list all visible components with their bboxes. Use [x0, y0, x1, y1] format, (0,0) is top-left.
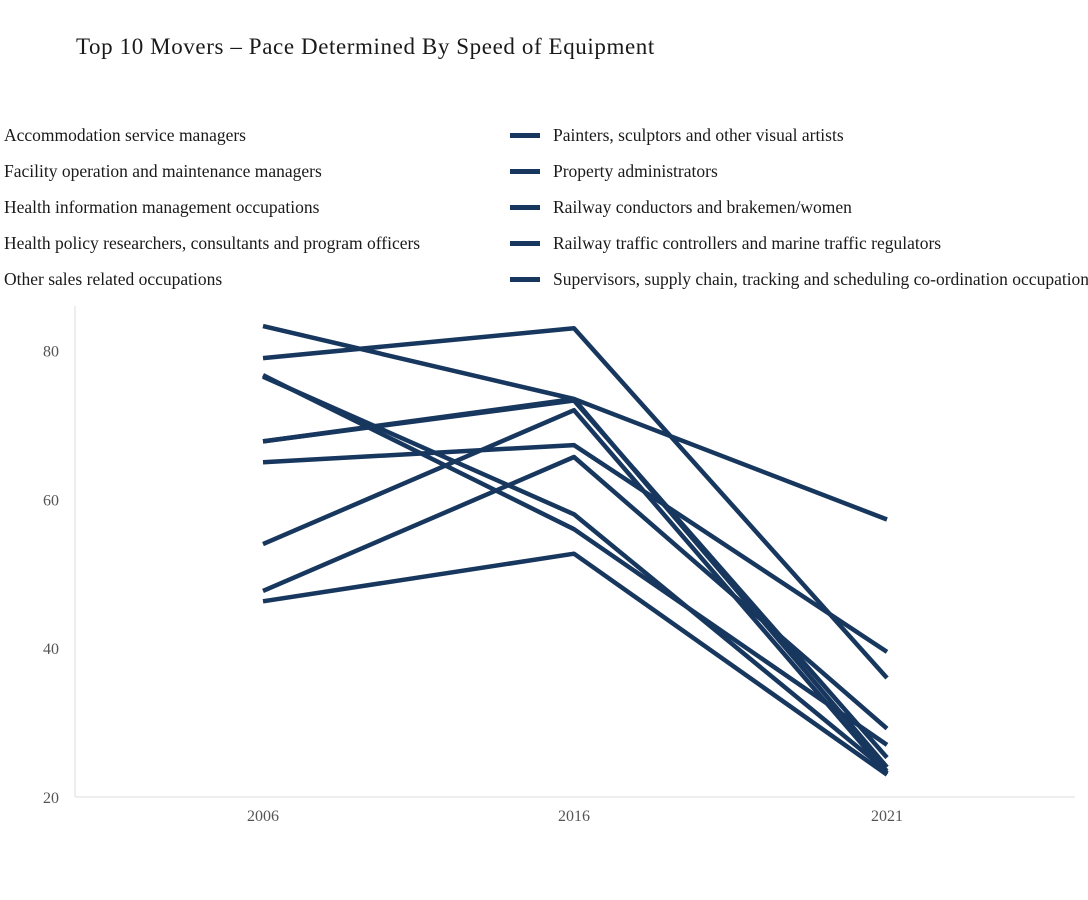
y-tick-label: 80	[43, 344, 59, 361]
legend-item: Facility operation and maintenance manag…	[4, 159, 322, 183]
legend-swatch	[510, 240, 540, 246]
legend-label: Health policy researchers, consultants a…	[4, 232, 421, 253]
legend-label: Railway traffic controllers and marine t…	[553, 232, 942, 253]
series-lines	[262, 323, 889, 777]
axes: 20 40 60 80 2006 2016 2021	[43, 306, 1075, 825]
legend-item: Railway conductors and brakemen/women	[510, 195, 852, 219]
y-tick-label: 40	[43, 641, 59, 658]
series-line	[262, 407, 889, 775]
legend-item: Railway traffic controllers and marine t…	[510, 231, 941, 255]
x-tick-label: 2006	[247, 808, 279, 825]
legend-item: Health information management occupation…	[4, 195, 319, 219]
legend-label: Other sales related occupations	[4, 268, 223, 289]
legend-label: Accommodation service managers	[4, 124, 246, 145]
legend-label: Railway conductors and brakemen/women	[553, 196, 852, 217]
series-line	[262, 442, 889, 654]
legend-swatch	[510, 168, 540, 174]
legend-swatch	[510, 132, 540, 138]
series-line	[262, 551, 889, 777]
legend-item: Other sales related occupations	[4, 267, 222, 291]
legend-item: Supervisors, supply chain, tracking and …	[510, 267, 1088, 291]
legend-item: Health policy researchers, consultants a…	[4, 231, 420, 255]
legend-swatch	[510, 276, 540, 282]
y-tick-label: 60	[43, 492, 59, 509]
legend-swatch	[510, 204, 540, 210]
x-tick-label: 2016	[558, 808, 590, 825]
legend: Accommodation service managers Facility o…	[0, 0, 1088, 300]
legend-item: Property administrators	[510, 159, 718, 183]
legend-label: Property administrators	[553, 160, 718, 181]
chart-title: Top 10 Movers – Pace Determined By Speed…	[76, 34, 655, 59]
legend-label: Health information management occupation…	[4, 196, 320, 217]
legend-item: Painters, sculptors and other visual art…	[510, 123, 844, 147]
series-line	[262, 454, 889, 731]
legend-label: Supervisors, supply chain, tracking and …	[553, 268, 1088, 289]
series-line	[262, 396, 889, 769]
legend-item: Accommodation service managers	[4, 123, 246, 147]
legend-label: Painters, sculptors and other visual art…	[553, 124, 844, 145]
x-tick-label: 2021	[871, 808, 903, 825]
series-line	[262, 374, 889, 773]
legend-label: Facility operation and maintenance manag…	[4, 160, 322, 181]
series-line	[262, 398, 889, 760]
y-tick-label: 20	[43, 790, 59, 807]
